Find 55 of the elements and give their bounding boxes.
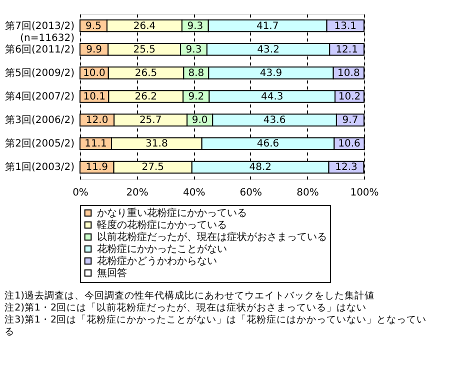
data-label: 10.8	[338, 68, 360, 79]
legend-label: 以前花粉症だったが、現在は症状がおさまっている	[97, 231, 327, 243]
data-label: 9.3	[186, 44, 202, 56]
data-label: 9.5	[86, 20, 102, 32]
legend-label: 軽度の花粉症にかかっている	[97, 219, 227, 231]
data-label: 8.8	[188, 68, 204, 79]
data-label: 10.6	[338, 138, 360, 150]
data-label: 26.5	[134, 68, 158, 79]
data-label: 12.0	[86, 115, 108, 126]
data-label: 10.1	[83, 92, 106, 102]
y-tick-label: 第6回(2011/2)	[5, 43, 75, 56]
y-tick-label: 第1回(2003/2)	[5, 161, 75, 174]
data-label: 12.1	[336, 44, 358, 56]
data-label: 26.2	[134, 92, 158, 102]
data-label: 44.3	[260, 92, 284, 102]
data-label: 11.9	[86, 162, 108, 174]
x-tick-label: 60%	[240, 188, 262, 198]
x-tick-label: 20%	[126, 188, 148, 198]
x-tick-label: 100%	[350, 188, 379, 198]
data-label: 9.9	[86, 44, 102, 56]
y-tick-label: 第2回(2005/2)	[5, 138, 75, 150]
data-label: 9.0	[192, 115, 208, 126]
text: 注1)過去調査は、今回調査の性年代構成比にあわせてウエイトバックをした集計値	[4, 290, 374, 302]
data-label: 46.6	[256, 138, 280, 150]
data-label: 25.7	[139, 115, 162, 126]
data-label: 12.3	[335, 162, 358, 174]
y-tick-label: 第3回(2006/2)	[5, 114, 75, 126]
x-tick-label: 80%	[296, 188, 319, 198]
data-label: 48.2	[249, 162, 272, 174]
data-label: 25.5	[133, 44, 156, 56]
data-label: 27.5	[142, 162, 164, 174]
data-label: 43.2	[257, 44, 280, 56]
data-label: 31.8	[146, 138, 168, 150]
data-label: 9.7	[342, 115, 358, 126]
y-tick-label: 第4回(2007/2)	[5, 90, 75, 102]
legend-label: 花粉症かどうかわからない	[97, 255, 217, 267]
data-label: 11.1	[84, 138, 107, 150]
y-tick-label: 第7回(2013/2) (n=11632)	[5, 20, 75, 44]
data-label: 10.0	[83, 68, 106, 79]
y-tick-label: 第5回(2009/2)	[5, 66, 75, 79]
data-label: 41.7	[256, 20, 279, 32]
data-label: 10.2	[338, 92, 361, 102]
x-tick-label: 0%	[72, 188, 88, 198]
data-label: 43.9	[260, 68, 282, 79]
data-label: 26.4	[133, 20, 156, 32]
legend-label: かなり重い花粉症にかかっている	[97, 207, 247, 219]
data-label: 9.2	[188, 92, 204, 102]
legend-label: 花粉症にかかったことがない	[97, 243, 227, 255]
data-label: 43.6	[263, 115, 286, 126]
data-label: 13.1	[334, 20, 357, 32]
x-tick-label: 40%	[182, 188, 206, 198]
text: 注3)第1・2回は「花粉症にかかったことがない」は「花粉症にはかかっていない」となっている	[4, 314, 426, 338]
text: 注2)第1・2回には「以前花粉症だったが、現在は症状がおさまっている」はない	[4, 302, 366, 314]
legend-label: 無回答	[97, 267, 127, 279]
data-label: 9.3	[187, 20, 204, 32]
